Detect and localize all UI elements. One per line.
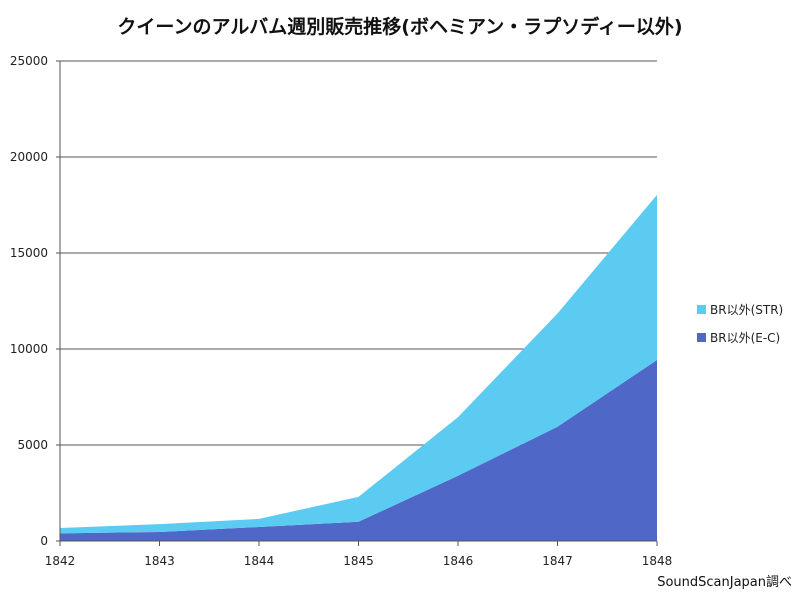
legend-swatch-str xyxy=(697,305,706,314)
x-tick-label: 1847 xyxy=(542,554,573,568)
legend-label-ec: BR以外(E-C) xyxy=(710,331,781,345)
area-series-1 xyxy=(60,194,657,534)
y-tick-label: 5000 xyxy=(17,438,48,452)
legend-item-ec: BR以外(E-C) xyxy=(697,329,780,346)
legend-swatch-ec xyxy=(697,333,706,342)
legend-label-str: BR以外(STR) xyxy=(710,303,784,317)
y-tick-label: 25000 xyxy=(10,54,48,68)
area-series-0 xyxy=(60,359,657,541)
y-tick-label: 10000 xyxy=(10,342,48,356)
x-tick-label: 1848 xyxy=(642,554,673,568)
x-tick-label: 1842 xyxy=(45,554,76,568)
x-tick-label: 1845 xyxy=(343,554,374,568)
chart-title: クイーンのアルバム週別販売推移(ボヘミアン・ラプソディー以外) xyxy=(117,16,683,38)
x-tick-label: 1843 xyxy=(144,554,175,568)
legend-item-str: BR以外(STR) xyxy=(697,301,783,318)
source-note: SoundScanJapan調べ xyxy=(657,575,792,590)
x-tick-label: 1844 xyxy=(244,554,275,568)
x-tick-label: 1846 xyxy=(443,554,474,568)
y-tick-label: 20000 xyxy=(10,150,48,164)
y-tick-label: 15000 xyxy=(10,246,48,260)
y-tick-label: 0 xyxy=(40,534,48,548)
